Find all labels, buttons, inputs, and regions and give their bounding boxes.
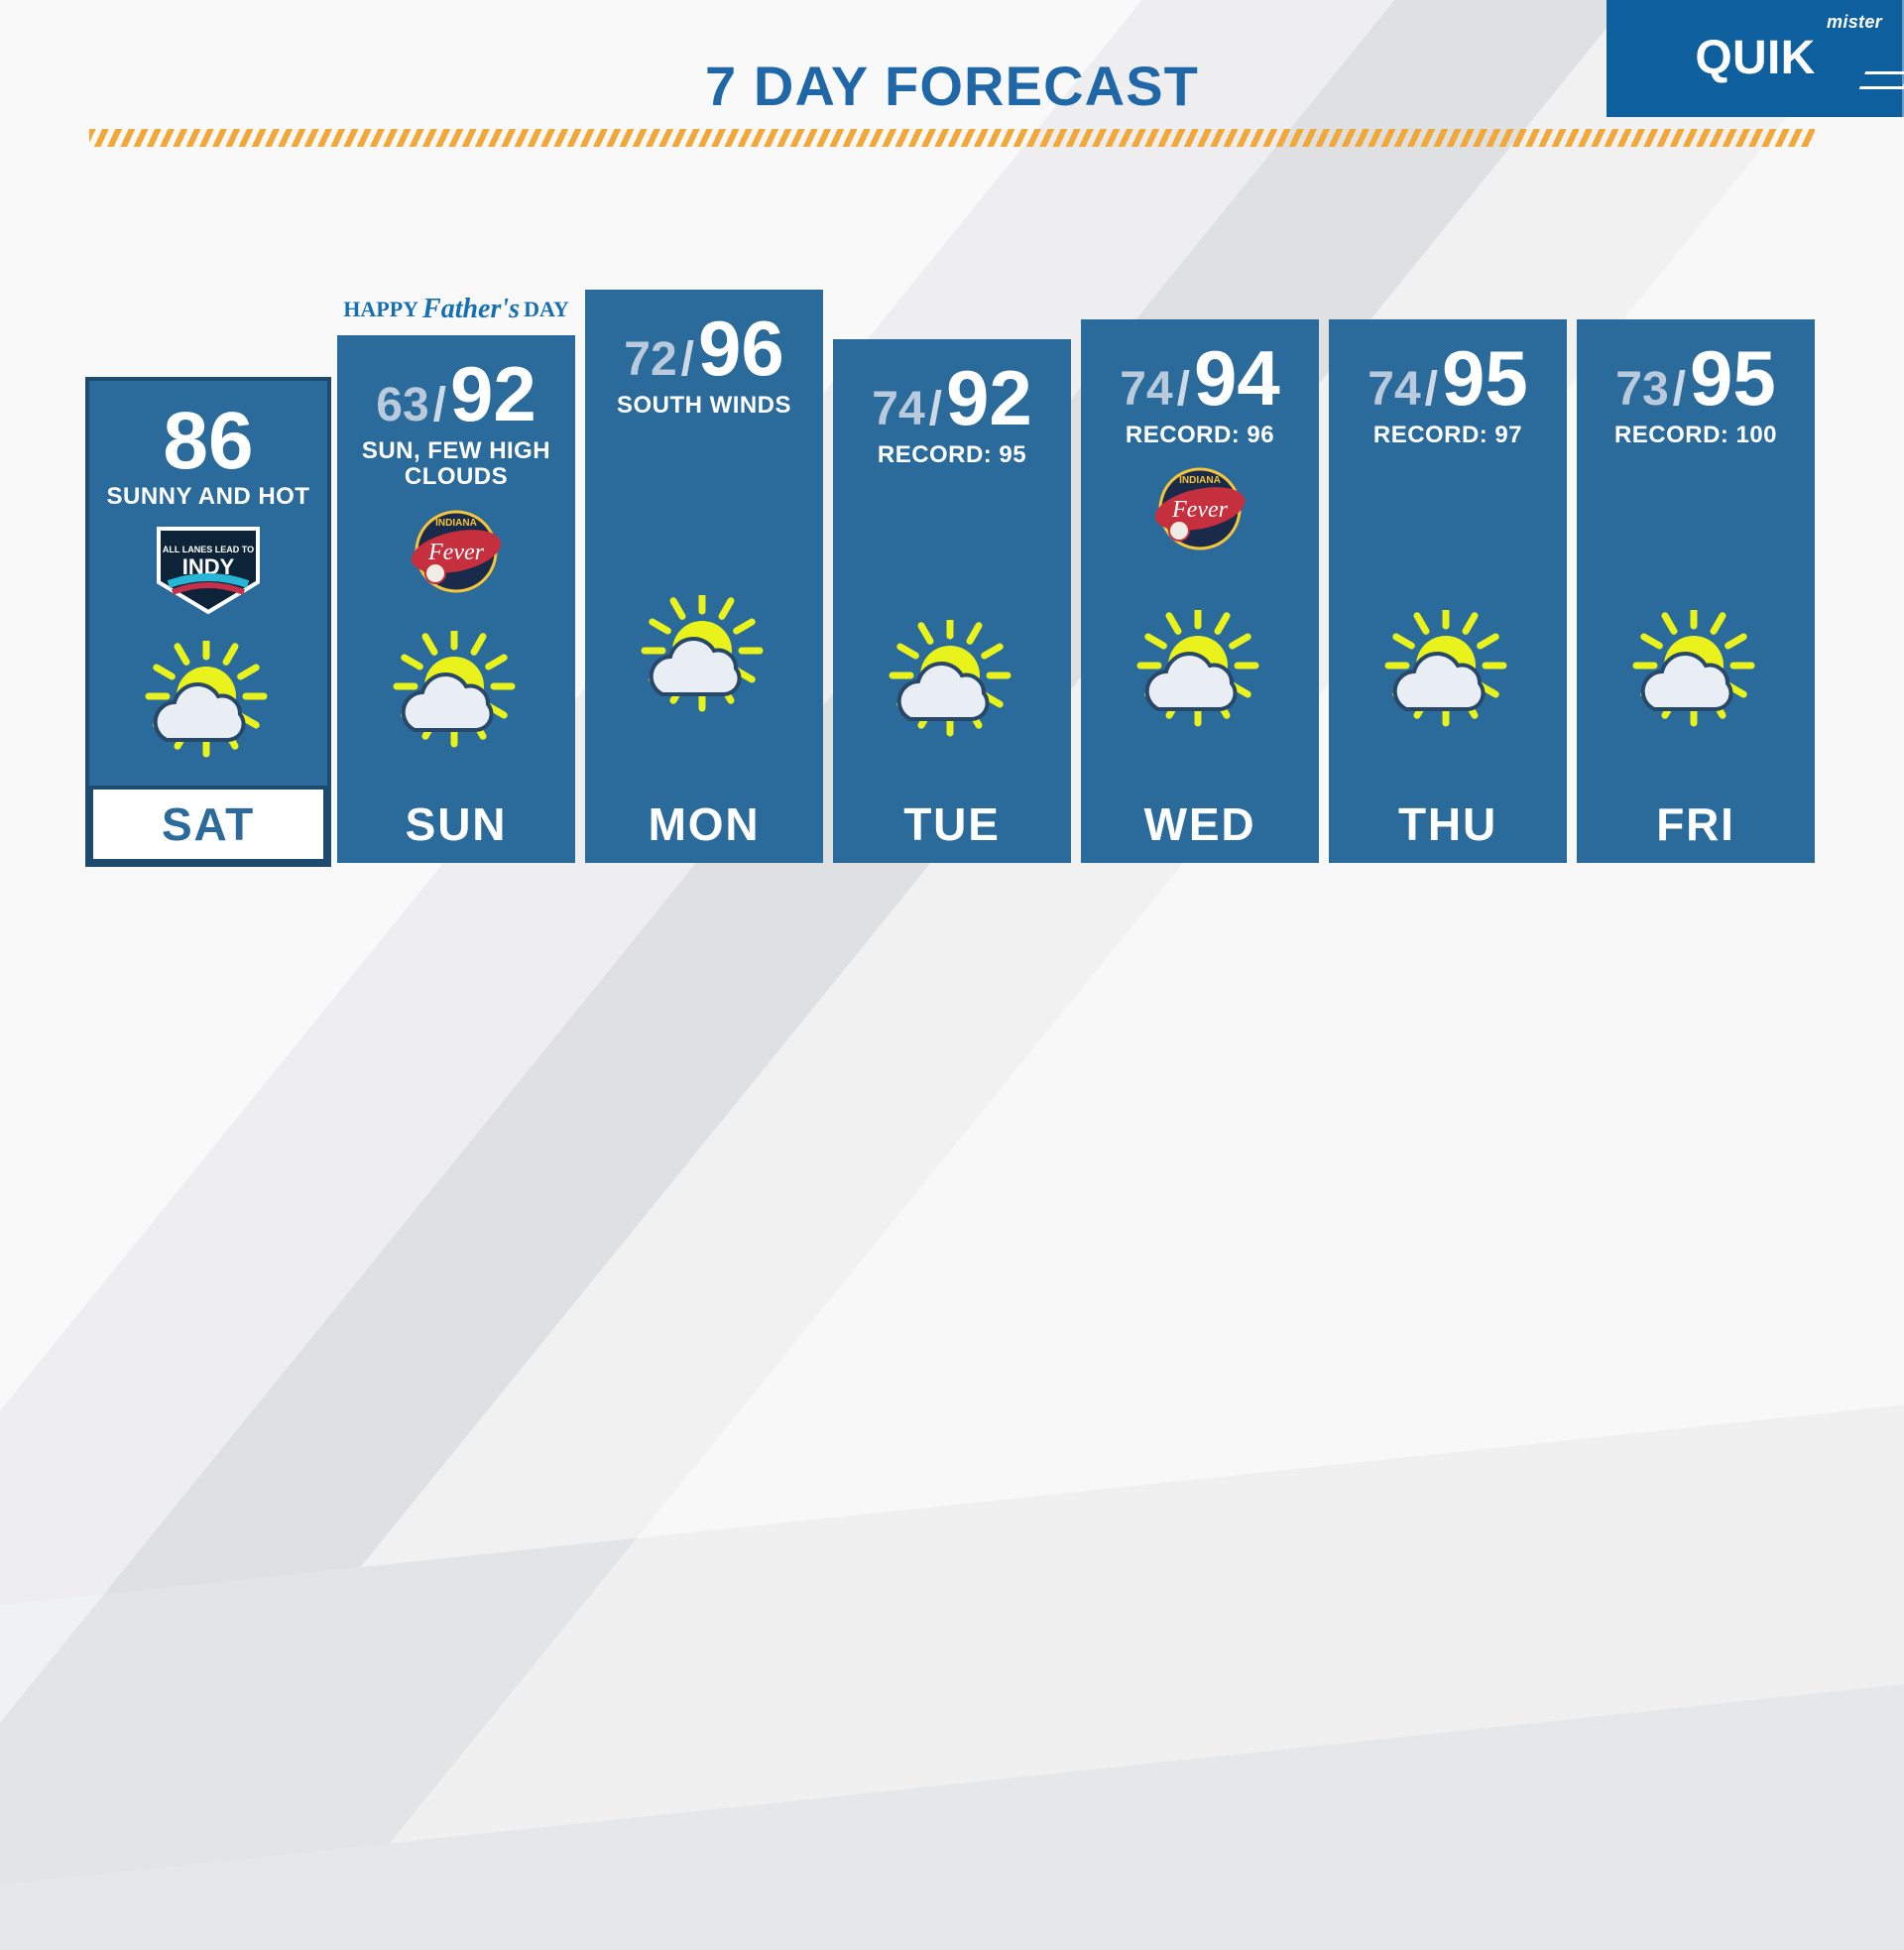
temps: 74/92	[872, 363, 1032, 436]
forecast-desc: SOUTH WINDS	[611, 393, 797, 419]
temp-high: 92	[450, 359, 536, 428]
temp-high: 95	[1690, 343, 1776, 413]
forecast-card-tue: 74/92 RECORD: 95 TUE	[833, 339, 1071, 863]
forecast-desc: SUNNY AND HOT	[101, 484, 316, 510]
weather-icon-slot	[873, 583, 1031, 786]
weather-icon-slot	[377, 606, 536, 786]
forecast-desc: SUN, FEW HIGH CLOUDS	[337, 438, 575, 491]
temp-high: 96	[698, 313, 784, 383]
sun-cloud-icon	[873, 620, 1031, 749]
event-slot: INDIANA Fever	[1145, 454, 1254, 563]
temps: 74/94	[1120, 343, 1280, 417]
svg-text:INDIANA: INDIANA	[435, 518, 477, 529]
temp-high: 86	[163, 405, 253, 478]
day-label: WED	[1081, 786, 1319, 863]
temp-low: 74	[1368, 362, 1420, 417]
weather-icon-slot	[1368, 563, 1527, 786]
event-fever-icon: INDIANA Fever	[402, 502, 511, 601]
forecast-desc: RECORD: 100	[1608, 423, 1783, 448]
day-label: SAT	[89, 786, 327, 863]
temp-sep: /	[1177, 362, 1190, 417]
temp-high: 94	[1194, 343, 1280, 413]
sun-cloud-icon	[1616, 610, 1775, 739]
day-label: MON	[585, 786, 823, 863]
sun-cloud-icon	[129, 641, 288, 770]
temp-low: 63	[376, 378, 428, 432]
temp-sep: /	[433, 378, 446, 432]
sun-cloud-icon	[625, 595, 783, 724]
temp-sep: /	[1425, 362, 1438, 417]
event-slot: ALL LANES LEAD TO INDY	[149, 516, 268, 625]
event-fever-icon: INDIANA Fever	[1145, 459, 1254, 558]
sun-cloud-icon	[1121, 610, 1279, 739]
event-indy-icon: ALL LANES LEAD TO INDY	[149, 521, 268, 620]
weather-icon-slot	[1121, 563, 1279, 786]
temp-high: 92	[946, 363, 1032, 432]
temp-sep: /	[681, 332, 694, 387]
forecast-card-thu: 74/95 RECORD: 97 THU	[1329, 319, 1567, 863]
temps: 63/92	[376, 359, 536, 432]
sponsor-line-1: mister	[1827, 12, 1882, 33]
sponsor-line-2: QUIK	[1695, 35, 1815, 82]
forecast-desc: RECORD: 96	[1120, 423, 1280, 448]
card-top-badge: HAPPY Father's DAY	[337, 284, 575, 335]
temp-low: 74	[872, 382, 924, 436]
sponsor-arrow-icon	[1859, 71, 1904, 89]
temp-low: 73	[1615, 362, 1668, 417]
sponsor-badge: mister QUIK	[1606, 0, 1904, 117]
day-label: TUE	[833, 786, 1071, 863]
weather-icon-slot	[129, 625, 288, 786]
event-slot: INDIANA Fever	[402, 497, 511, 606]
day-label: THU	[1329, 786, 1567, 863]
svg-text:Fever: Fever	[1171, 497, 1229, 523]
temps: 74/95	[1368, 343, 1528, 417]
forecast-row: 86 SUNNY AND HOT ALL LANES LEAD TO INDY S…	[89, 149, 1815, 863]
weather-icon-slot	[625, 534, 783, 786]
title-divider	[89, 129, 1815, 147]
sun-cloud-icon	[377, 631, 536, 760]
sun-cloud-icon	[1368, 610, 1527, 739]
temps: 72/96	[624, 313, 784, 387]
forecast-card-sun: HAPPY Father's DAY63/92SUN, FEW HIGH CLO…	[337, 335, 575, 863]
temp-high: 95	[1442, 343, 1528, 413]
weather-icon-slot	[1616, 563, 1775, 786]
forecast-card-sat: 86 SUNNY AND HOT ALL LANES LEAD TO INDY S…	[89, 381, 327, 863]
forecast-card-wed: 74/94 RECORD: 96 INDIANA Fever WED	[1081, 319, 1319, 863]
temp-low: 72	[624, 332, 676, 387]
svg-text:Fever: Fever	[427, 540, 485, 565]
forecast-desc: RECORD: 97	[1368, 423, 1528, 448]
temp-low: 74	[1120, 362, 1172, 417]
forecast-card-mon: 72/96 SOUTH WINDS MON	[585, 290, 823, 863]
svg-text:ALL LANES LEAD TO: ALL LANES LEAD TO	[163, 545, 254, 554]
temp-sep: /	[1673, 362, 1686, 417]
forecast-card-fri: 73/95 RECORD: 100 FRI	[1577, 319, 1815, 863]
temps: 73/95	[1615, 343, 1776, 417]
day-label: FRI	[1577, 786, 1815, 863]
temp-sep: /	[929, 382, 942, 436]
forecast-desc: RECORD: 95	[872, 442, 1032, 468]
svg-text:INDIANA: INDIANA	[1179, 475, 1221, 486]
temps: 86	[163, 405, 253, 478]
day-label: SUN	[337, 786, 575, 863]
